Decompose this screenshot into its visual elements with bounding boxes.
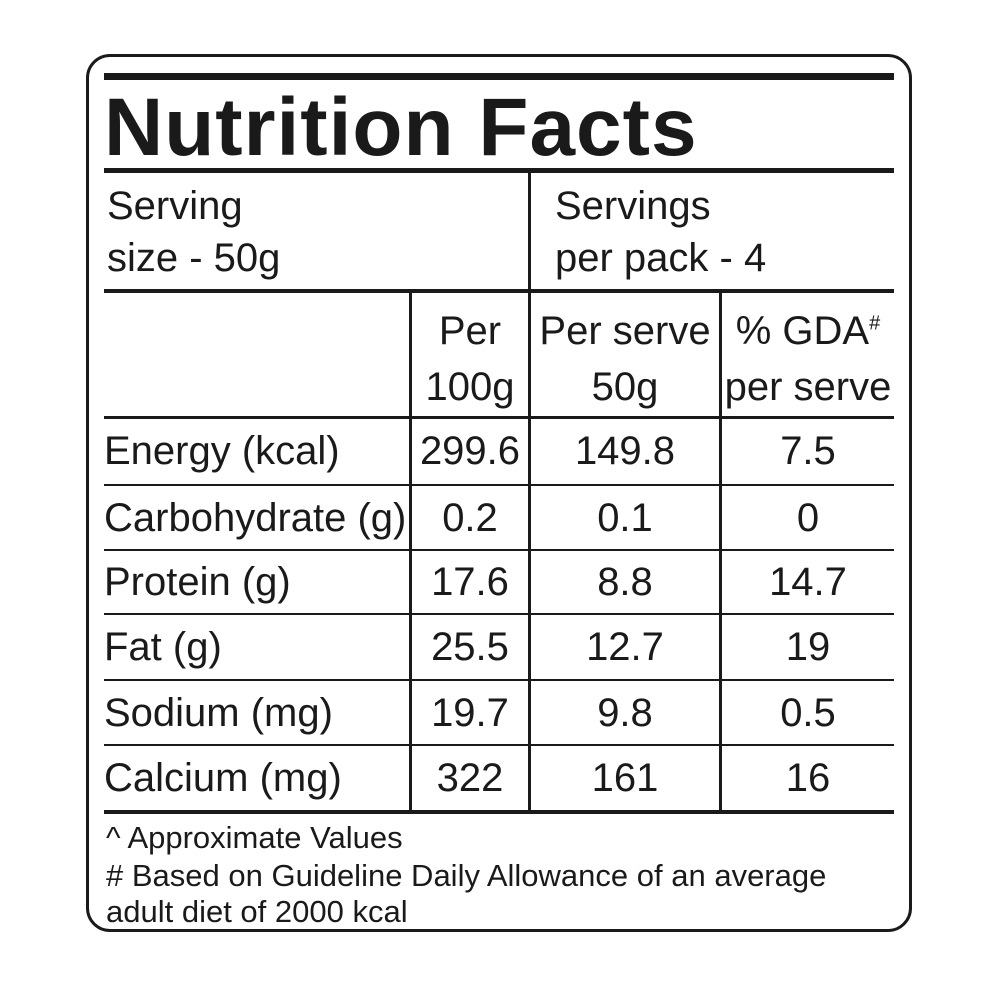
value-per-serve: 161: [591, 756, 659, 800]
nutrient-name: Calcium (mg): [104, 756, 342, 800]
header-gda-line1: % GDA#: [722, 308, 894, 354]
servings-per-pack-line1: Servings: [555, 184, 711, 228]
servings-per-pack-line2: per pack - 4: [555, 236, 767, 280]
column-divider-2: [528, 293, 531, 811]
footnote-approximate: ^ Approximate Values: [106, 820, 403, 855]
value-per-100g: 25.5: [431, 625, 509, 669]
header-per-serve-line1: Per serve: [539, 309, 711, 353]
header-gda-text: % GDA: [735, 309, 870, 353]
value-gda: 7.5: [780, 429, 836, 473]
value-per-serve: 12.7: [586, 625, 664, 669]
header-gda-line2: per serve: [724, 365, 892, 409]
label-title: Nutrition Facts: [104, 82, 698, 173]
value-gda: 0.5: [780, 691, 836, 735]
serving-size-line1: Serving: [107, 184, 243, 228]
row-rule: [104, 613, 894, 615]
nutrient-name: Protein (g): [104, 560, 291, 604]
value-per-100g: 19.7: [431, 691, 509, 735]
value-gda: 16: [785, 756, 831, 800]
serving-size-line2: size - 50g: [107, 236, 281, 280]
top-rule: [104, 73, 894, 80]
serving-rule: [104, 289, 894, 293]
serving-divider: [528, 171, 531, 290]
title-rule: [104, 168, 894, 173]
nutrient-name: Fat (g): [104, 625, 222, 669]
footnote-rule: [104, 810, 894, 814]
nutrient-name: Sodium (mg): [104, 691, 333, 735]
header-per-serve-line2: 50g: [591, 365, 659, 409]
row-rule: [104, 744, 894, 746]
value-per-serve: 8.8: [597, 560, 653, 604]
row-rule: [104, 679, 894, 681]
nutrient-name: Energy (kcal): [104, 429, 340, 473]
row-rule: [104, 484, 894, 486]
value-gda: 0: [796, 496, 820, 540]
row-rule: [104, 549, 894, 551]
value-per-100g: 322: [436, 756, 504, 800]
value-per-serve: 0.1: [597, 496, 653, 540]
header-per-100g-line1: Per: [438, 309, 502, 353]
header-gda-mark: #: [869, 312, 881, 335]
header-rule: [104, 416, 894, 419]
value-per-serve: 9.8: [597, 691, 653, 735]
column-divider-3: [719, 293, 722, 811]
header-per-100g-line2: 100g: [425, 365, 515, 409]
value-per-100g: 17.6: [431, 560, 509, 604]
value-gda: 14.7: [769, 560, 847, 604]
value-gda: 19: [785, 625, 831, 669]
footnote-gda-line2: adult diet of 2000 kcal: [106, 894, 408, 929]
value-per-100g: 299.6: [419, 429, 521, 473]
footnote-gda-line1: # Based on Guideline Daily Allowance of …: [106, 858, 827, 893]
value-per-serve: 149.8: [574, 429, 676, 473]
nutrition-label-panel: [86, 54, 912, 932]
nutrient-name: Carbohydrate (g): [104, 496, 407, 540]
value-per-100g: 0.2: [442, 496, 498, 540]
column-divider-1: [409, 293, 412, 811]
